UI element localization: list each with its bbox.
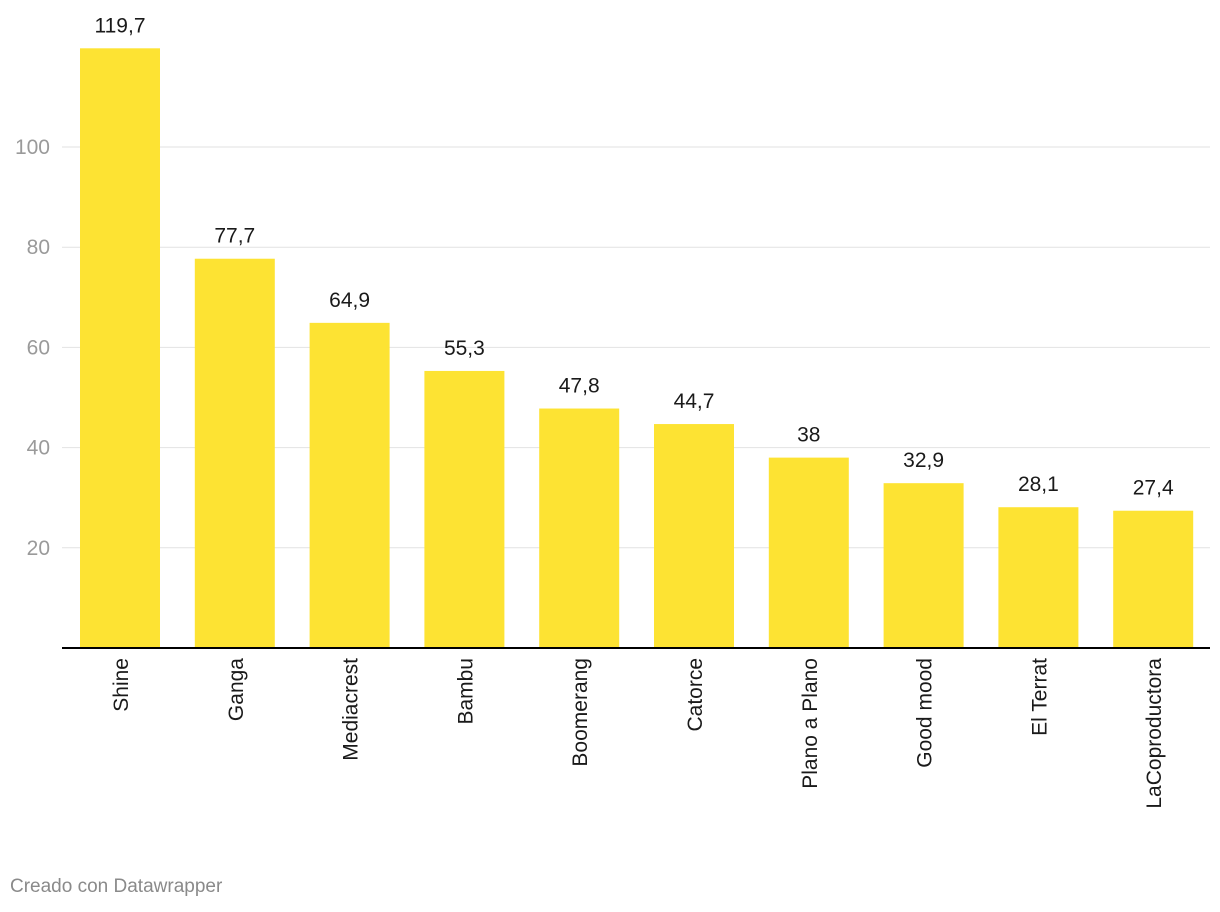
y-tick-label: 60 [27,336,50,359]
y-tick-label: 100 [15,136,50,159]
category-label: Boomerang [569,658,592,767]
y-tick-label: 80 [27,236,50,259]
bar [768,457,849,648]
category-label: Mediacrest [340,658,363,761]
bar [998,507,1079,648]
bar [309,322,390,648]
y-axis-ticks: 20 40 60 80 100 [15,136,50,560]
value-label: 32,9 [903,449,944,472]
bar [883,483,964,648]
category-label: LaCoproductora [1143,658,1166,809]
value-label: 44,7 [674,390,715,413]
y-tick-label: 40 [27,437,50,460]
value-label: 55,3 [444,337,485,360]
bar [194,258,275,648]
value-label: 77,7 [214,225,255,248]
bar [424,370,505,648]
bar [539,408,620,648]
value-label: 119,7 [95,14,146,37]
x-axis-labels: Shine Ganga Mediacrest Bambu Boomerang Catorc… [110,658,1166,809]
bar [80,48,160,649]
category-label: Good mood [914,658,937,768]
value-labels: 119,7 77,7 64,9 55,3 47,8 44,7 38 32,9 28,1 27,4 [95,14,1174,499]
y-tick-label: 20 [27,537,50,560]
value-label: 38 [797,424,820,447]
credit-footer: Creado con Datawrapper [10,876,223,897]
value-label: 47,8 [559,375,600,398]
category-label: El Terrat [1028,658,1051,736]
value-label: 27,4 [1133,477,1174,500]
bar [1113,510,1194,648]
bar [654,424,734,648]
category-label: Plano a Plano [799,658,822,789]
value-label: 28,1 [1018,473,1059,496]
category-label: Shine [110,658,133,712]
category-label: Ganga [225,658,248,721]
category-label: Bambu [454,658,477,725]
value-label: 64,9 [329,289,370,312]
bars [80,48,1194,649]
category-label: Catorce [684,658,707,732]
